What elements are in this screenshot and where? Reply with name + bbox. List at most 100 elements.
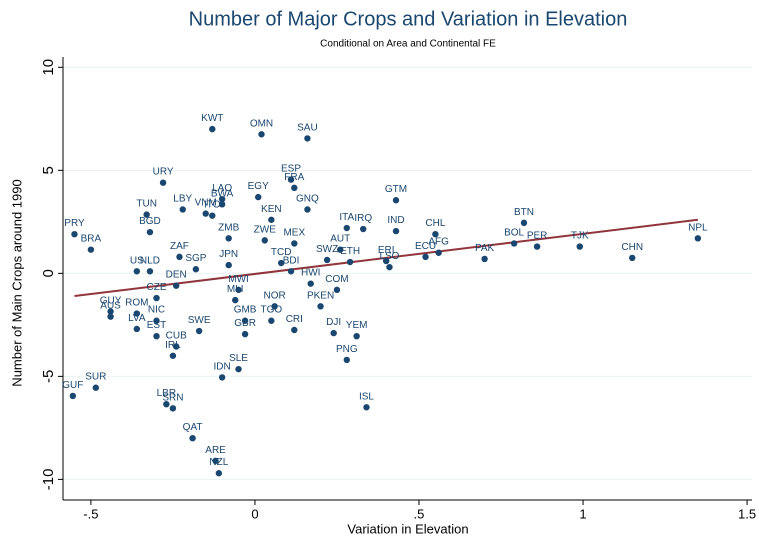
point xyxy=(176,253,183,261)
point-label: CUB xyxy=(166,330,187,341)
point-label: MWI xyxy=(228,274,249,285)
x-tick-label: 1 xyxy=(579,506,586,521)
point-label: PKEN xyxy=(307,290,334,301)
point xyxy=(291,240,298,247)
point-label: URY xyxy=(153,167,174,178)
point-label: DJI xyxy=(326,317,341,328)
point-label: NPL xyxy=(688,222,708,233)
point xyxy=(258,131,265,138)
point-label: GUF xyxy=(62,380,83,391)
point-label: NZL xyxy=(209,457,228,468)
point xyxy=(330,329,337,337)
point-label: ROM xyxy=(125,298,148,309)
point-label: LSO xyxy=(379,251,399,262)
point-label: CHN xyxy=(621,242,643,253)
point xyxy=(189,434,196,442)
point xyxy=(435,249,442,256)
point xyxy=(291,184,298,192)
point-label: IRL xyxy=(165,340,181,351)
point xyxy=(232,296,239,304)
point xyxy=(235,286,242,294)
point-label: LBR xyxy=(157,388,176,399)
y-tick-label: 0 xyxy=(40,269,57,277)
point-label: GTM xyxy=(385,184,407,195)
point xyxy=(169,352,177,359)
point xyxy=(133,268,141,275)
point xyxy=(202,210,209,217)
y-tick-label: -5 xyxy=(40,370,57,383)
point-label: US xyxy=(130,255,144,266)
point xyxy=(71,231,78,238)
point-label: HWI xyxy=(301,268,320,279)
point-label: EGY xyxy=(248,181,269,192)
point-label: LVA xyxy=(128,313,146,324)
point-label: GUY xyxy=(100,295,122,306)
point xyxy=(307,280,314,287)
point xyxy=(241,330,249,338)
x-tick-label: .5 xyxy=(414,506,425,521)
point xyxy=(333,286,341,294)
point xyxy=(192,266,200,273)
y-tick-label: -10 xyxy=(40,469,57,491)
point-label: TGO xyxy=(261,305,283,316)
point xyxy=(277,259,285,267)
point xyxy=(520,219,528,227)
point xyxy=(382,257,390,265)
point xyxy=(179,206,186,213)
point xyxy=(133,325,141,333)
point xyxy=(107,308,114,315)
y-tick-label: 10 xyxy=(40,59,57,76)
point-label: VNM xyxy=(195,198,217,209)
point xyxy=(304,135,311,142)
point xyxy=(481,255,488,263)
point-label: MLI xyxy=(227,284,244,295)
point xyxy=(153,332,160,340)
point xyxy=(143,211,150,218)
point-label: COM xyxy=(325,274,348,285)
point-label: GBR xyxy=(234,318,256,329)
point-label: NOR xyxy=(264,290,286,301)
point-label: JPN xyxy=(219,249,238,260)
point-label: ITO xyxy=(204,200,221,211)
point-label: LAO xyxy=(212,183,232,194)
point xyxy=(629,254,636,262)
point-label: EST xyxy=(147,320,166,331)
point xyxy=(159,179,167,186)
point-label: AUS xyxy=(100,301,121,312)
point xyxy=(195,327,203,335)
point xyxy=(271,303,278,310)
point xyxy=(346,258,354,266)
point xyxy=(510,240,518,247)
x-tick-label: -.5 xyxy=(83,506,98,521)
point-label: BOL xyxy=(504,227,524,238)
point-label: CRI xyxy=(286,314,303,325)
point xyxy=(304,206,311,213)
point xyxy=(694,235,702,242)
point-label: CZE xyxy=(147,282,167,293)
point xyxy=(261,237,268,244)
point xyxy=(209,212,216,219)
point-label: SWE xyxy=(188,315,211,326)
point xyxy=(172,282,180,289)
point-label: KWT xyxy=(201,113,223,124)
point-label: ITA xyxy=(339,212,354,223)
point xyxy=(533,243,541,250)
point xyxy=(323,256,331,264)
point-label: CHL xyxy=(425,218,445,229)
point xyxy=(133,310,141,317)
x-tick-label: 0 xyxy=(251,506,258,521)
point xyxy=(146,268,154,275)
point xyxy=(163,400,170,408)
point xyxy=(87,246,95,253)
point-label: PER xyxy=(527,231,548,242)
point-label: MEX xyxy=(283,227,305,238)
point xyxy=(353,332,360,340)
point xyxy=(576,243,583,250)
point-label: LBY xyxy=(173,193,192,204)
point-label: SRN xyxy=(162,392,183,403)
point xyxy=(287,268,295,275)
point xyxy=(218,374,226,381)
point-label: QAT xyxy=(183,422,203,433)
